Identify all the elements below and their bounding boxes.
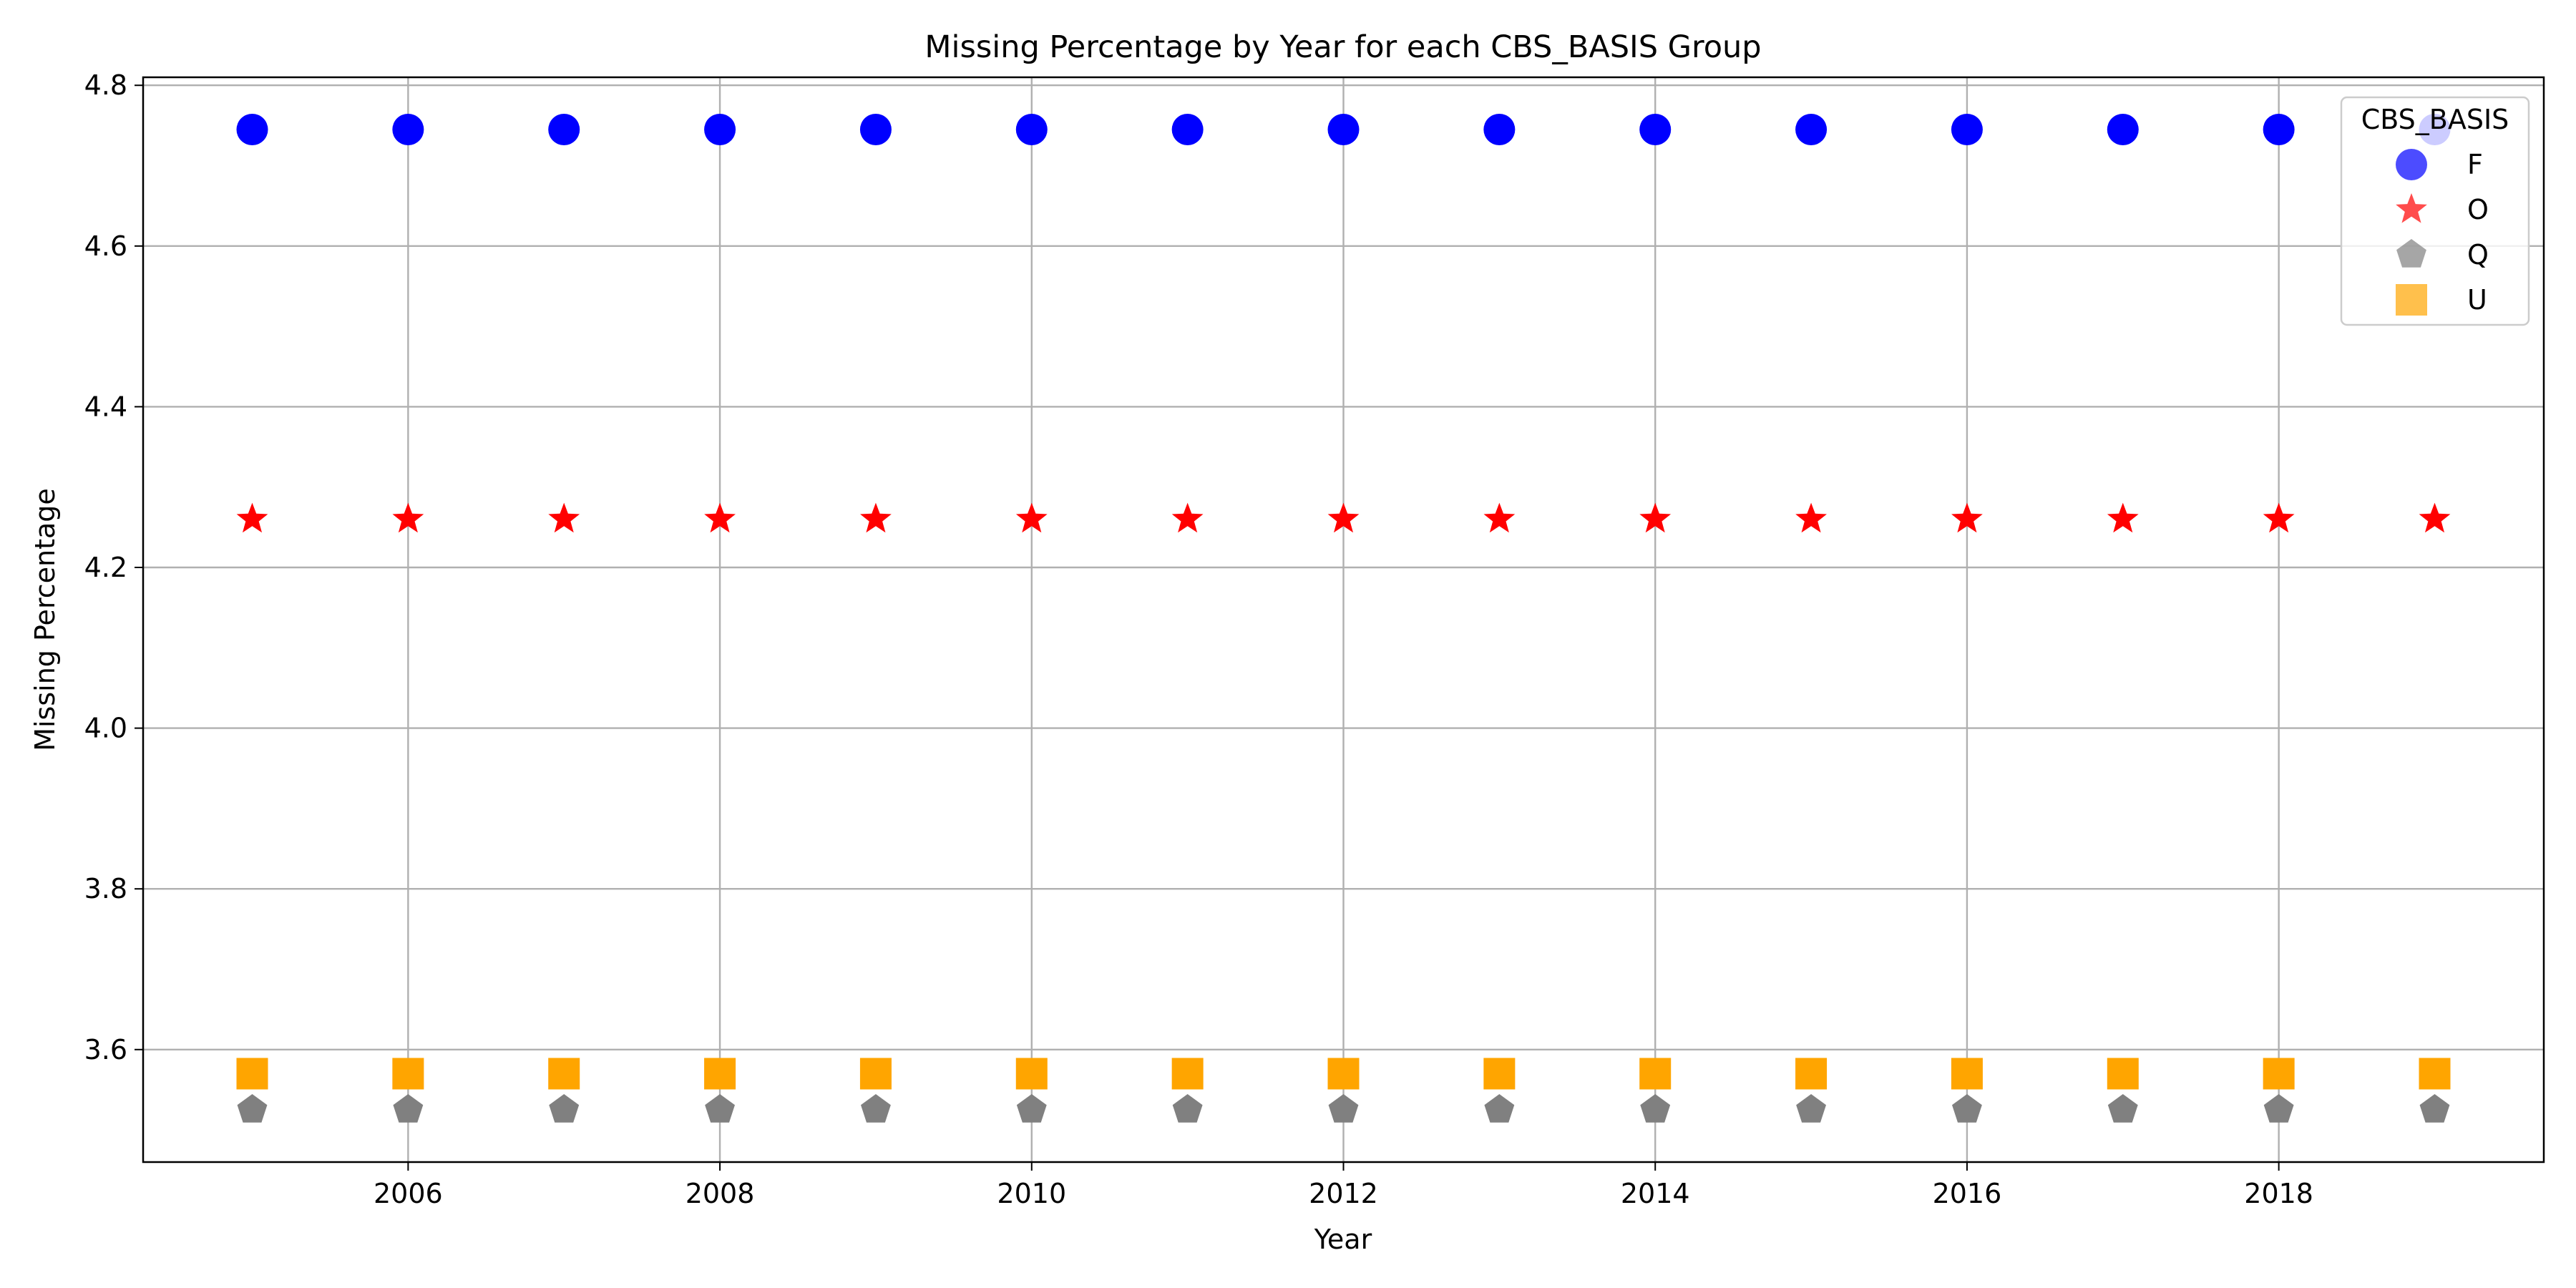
point-o-2008	[704, 502, 736, 533]
point-u-2007	[548, 1058, 580, 1090]
x-tick-label: 2006	[374, 1178, 443, 1209]
point-u-2013	[1483, 1058, 1516, 1090]
point-q-2011	[1172, 1094, 1203, 1123]
point-u-2017	[2107, 1058, 2139, 1090]
x-tick-label: 2014	[1621, 1178, 1690, 1209]
point-q-2017	[2107, 1094, 2138, 1123]
point-f-2007	[548, 113, 580, 145]
point-o-2016	[1951, 502, 1983, 533]
x-tick-label: 2010	[997, 1178, 1066, 1209]
series-u	[236, 1058, 2451, 1090]
x-tick-label: 2018	[2244, 1178, 2313, 1209]
point-o-2005	[236, 502, 268, 533]
x-axis-label: Year	[1314, 1224, 1372, 1255]
legend-label-o: O	[2467, 194, 2489, 225]
legend-label-u: U	[2467, 284, 2487, 316]
point-f-2006	[392, 113, 424, 145]
y-tick-label: 3.8	[84, 873, 127, 904]
point-f-2014	[1639, 113, 1672, 145]
point-o-2015	[1795, 502, 1827, 533]
grid-lines	[143, 77, 2544, 1162]
point-q-2008	[705, 1094, 735, 1123]
point-u-2012	[1327, 1058, 1360, 1090]
point-o-2006	[392, 502, 424, 533]
point-q-2005	[237, 1094, 268, 1123]
point-f-2011	[1171, 113, 1204, 145]
point-f-2008	[704, 113, 736, 145]
x-tick-label: 2012	[1309, 1178, 1378, 1209]
point-q-2015	[1796, 1094, 1826, 1123]
legend-title: CBS_BASIS	[2361, 104, 2509, 135]
point-f-2015	[1795, 113, 1828, 145]
point-o-2011	[1171, 502, 1204, 533]
legend-box	[2340, 96, 2530, 326]
point-o-2014	[1639, 502, 1672, 533]
y-tick-label: 4.2	[84, 552, 127, 583]
point-o-2009	[860, 502, 892, 533]
point-q-2007	[549, 1094, 580, 1123]
point-f-2016	[1951, 113, 1983, 145]
legend-label-f: F	[2467, 149, 2483, 180]
point-o-2007	[548, 502, 580, 533]
point-o-2018	[2263, 502, 2295, 533]
legend-label-q: Q	[2467, 239, 2489, 270]
point-q-2010	[1016, 1094, 1047, 1123]
point-q-2013	[1484, 1094, 1515, 1123]
point-o-2012	[1327, 502, 1360, 533]
point-u-2011	[1171, 1058, 1204, 1090]
point-q-2016	[1952, 1094, 1982, 1123]
series-o	[236, 502, 2451, 533]
legend-marker-q	[2396, 239, 2426, 268]
point-u-2005	[236, 1058, 268, 1090]
y-tick-label: 4.6	[84, 230, 127, 262]
point-f-2017	[2107, 113, 2139, 145]
point-q-2018	[2263, 1094, 2294, 1123]
y-tick-label: 4.8	[84, 69, 127, 101]
point-q-2009	[861, 1094, 891, 1123]
point-o-2017	[2107, 502, 2139, 533]
series-f	[236, 113, 2451, 145]
point-u-2016	[1951, 1058, 1983, 1090]
legend-marker-u	[2396, 284, 2427, 316]
y-axis-label: Missing Percentage	[29, 488, 61, 751]
legend-marker-f	[2396, 149, 2427, 180]
y-tick-label: 4.4	[84, 391, 127, 422]
point-q-2014	[1640, 1094, 1671, 1123]
point-u-2014	[1639, 1058, 1672, 1090]
point-o-2010	[1015, 502, 1048, 533]
point-f-2012	[1327, 113, 1360, 145]
point-u-2010	[1015, 1058, 1048, 1090]
x-tick-label: 2016	[1933, 1178, 2002, 1209]
x-tick-label: 2008	[686, 1178, 755, 1209]
point-u-2009	[859, 1058, 892, 1090]
legend-marker-o	[2396, 193, 2427, 223]
point-q-2012	[1328, 1094, 1359, 1123]
point-u-2019	[2419, 1058, 2451, 1090]
y-tick-label: 3.6	[84, 1034, 127, 1065]
point-f-2009	[859, 113, 892, 145]
point-f-2005	[236, 113, 268, 145]
point-f-2013	[1483, 113, 1516, 145]
point-o-2013	[1483, 502, 1516, 533]
y-tick-label: 4.0	[84, 713, 127, 744]
point-u-2018	[2263, 1058, 2295, 1090]
series-q	[237, 1094, 2450, 1123]
point-f-2018	[2263, 113, 2295, 145]
point-u-2008	[704, 1058, 736, 1090]
point-f-2010	[1015, 113, 1048, 145]
point-q-2006	[393, 1094, 424, 1123]
point-o-2019	[2419, 502, 2451, 533]
axes: 2006 2008 2010 2012 2014 2016 2018 3.6 3.8 4.0 4.2…	[84, 69, 2313, 1209]
point-u-2006	[392, 1058, 424, 1090]
chart-title: Missing Percentage by Year for each CBS_…	[924, 29, 1761, 65]
point-q-2019	[2419, 1094, 2450, 1123]
point-u-2015	[1795, 1058, 1828, 1090]
